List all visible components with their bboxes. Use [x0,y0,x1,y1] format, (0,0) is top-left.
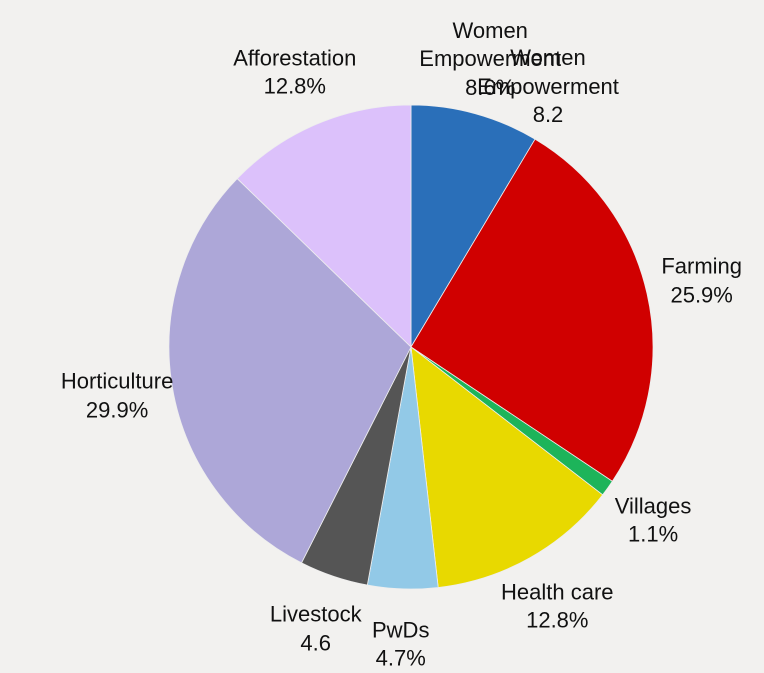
slice-name: Villages [614,493,692,519]
slice-value: 1.1% [627,521,679,547]
slice-label: Livestock 4.6 [228,601,403,658]
pie-slice [410,346,604,588]
slice-label: Health care 12.8% [470,578,645,635]
slice-label: Afforestation 12.8% [207,44,382,101]
pie-slice [236,104,412,348]
slice-value: 4.6 [300,630,332,656]
annotation-value: 8.2 [532,102,564,128]
pie-slice [168,178,412,564]
slice-label: Villages 1.1% [566,492,741,549]
slice-name: Livestock [269,601,362,627]
annotation-label: Women Empowerment [477,45,619,99]
slice-name: Afforestation [233,44,357,70]
annotation: Women Empowerment 8.2 [461,44,636,130]
slice-name: PwDs [372,617,430,643]
slice-value: 8.6% [465,75,516,101]
slice-name: Farming [661,253,743,279]
slice-value: 12.8% [526,607,589,633]
chart: Women Empowerment 8.2 Women Empowerment 8… [30,17,764,671]
slice-label: Horticulture 29.9% [30,368,205,425]
slice-name: Women Empowerment [419,17,562,72]
slice-name: Health care [501,579,614,605]
slice-value: 12.8% [263,73,326,99]
slice-name: Horticulture [60,368,174,394]
pie-slice [410,104,536,349]
slice-value: 29.9% [85,397,149,423]
pie-slice [410,138,654,482]
slice-value: 25.9% [670,282,733,308]
pie-canvas [168,104,654,590]
slice-label: Women Empowerment 8.6% [403,17,578,103]
slice-label: Farming 25.9% [614,253,764,310]
